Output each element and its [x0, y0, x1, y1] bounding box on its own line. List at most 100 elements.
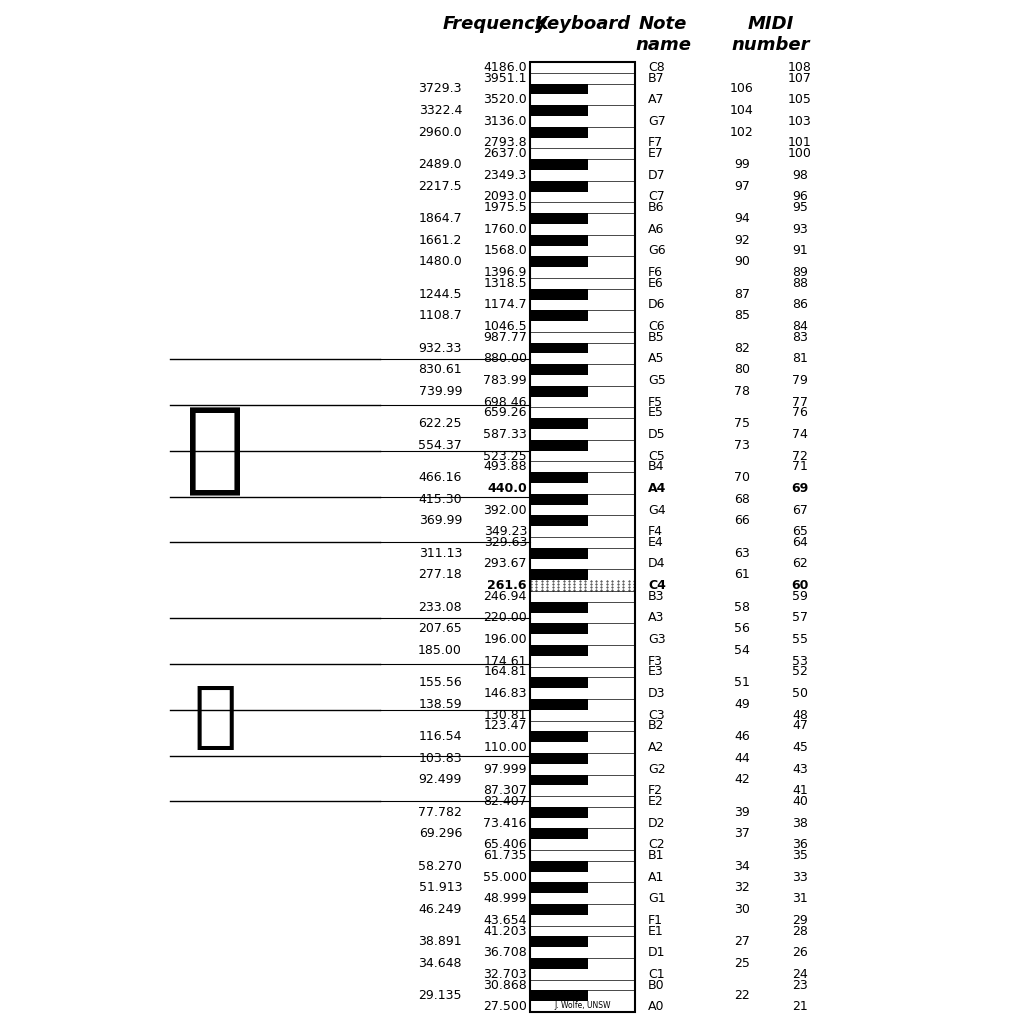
Text: B1: B1: [648, 849, 665, 862]
Text: 36: 36: [793, 839, 808, 851]
Text: 92: 92: [734, 233, 750, 247]
Text: 130.81: 130.81: [483, 709, 527, 722]
Text: D5: D5: [648, 428, 666, 441]
Text: 1864.7: 1864.7: [419, 212, 462, 225]
Text: 138.59: 138.59: [419, 697, 462, 711]
Bar: [530, 386, 588, 396]
Bar: [530, 774, 588, 785]
Text: 87: 87: [734, 288, 750, 301]
Text: 44: 44: [734, 752, 750, 765]
Text: 739.99: 739.99: [419, 385, 462, 397]
Text: 1318.5: 1318.5: [483, 276, 527, 290]
Text: 43.654: 43.654: [483, 913, 527, 927]
Bar: [530, 569, 588, 581]
Text: 70: 70: [734, 471, 750, 484]
Text: 69.296: 69.296: [419, 827, 462, 841]
Text: 97: 97: [734, 179, 750, 193]
Text: 155.56: 155.56: [418, 676, 462, 689]
Text: 1108.7: 1108.7: [418, 309, 462, 323]
Text: 466.16: 466.16: [419, 471, 462, 484]
Text: C1: C1: [648, 968, 665, 981]
Text: C2: C2: [648, 839, 665, 851]
Text: 56: 56: [734, 623, 750, 635]
Text: 89: 89: [792, 266, 808, 279]
Text: 108: 108: [788, 60, 812, 74]
Text: B0: B0: [648, 979, 665, 991]
Text: 329.63: 329.63: [483, 536, 527, 549]
Bar: [530, 181, 588, 191]
Text: B5: B5: [648, 331, 665, 344]
Text: 1975.5: 1975.5: [483, 202, 527, 214]
Text: 93: 93: [793, 223, 808, 236]
Text: 51.913: 51.913: [419, 882, 462, 894]
Bar: [530, 807, 588, 818]
Text: 75: 75: [734, 417, 750, 430]
Text: 311.13: 311.13: [419, 547, 462, 560]
Text: 233.08: 233.08: [419, 601, 462, 613]
Text: 95: 95: [792, 202, 808, 214]
Text: A2: A2: [648, 741, 665, 754]
Text: 523.25: 523.25: [483, 450, 527, 463]
Text: G4: G4: [648, 504, 666, 516]
Text: 85: 85: [734, 309, 750, 323]
Bar: [530, 677, 588, 688]
Text: 72: 72: [792, 450, 808, 463]
Text: 2960.0: 2960.0: [419, 126, 462, 138]
Text: 41: 41: [793, 784, 808, 798]
Text: D6: D6: [648, 298, 666, 311]
Text: 52: 52: [792, 666, 808, 679]
Bar: [530, 548, 588, 558]
Bar: [530, 624, 588, 634]
Text: 105: 105: [788, 93, 812, 106]
Bar: [530, 861, 588, 871]
Text: 783.99: 783.99: [483, 374, 527, 387]
Text: 40: 40: [792, 795, 808, 808]
Text: 196.00: 196.00: [483, 633, 527, 646]
Text: 34.648: 34.648: [419, 956, 462, 970]
Bar: [530, 62, 635, 1012]
Text: A4: A4: [648, 482, 667, 495]
Text: 97.999: 97.999: [483, 763, 527, 775]
Text: 66: 66: [734, 514, 750, 527]
Text: D2: D2: [648, 816, 666, 829]
Text: 34: 34: [734, 860, 750, 872]
Text: A5: A5: [648, 352, 665, 366]
Text: 110.00: 110.00: [483, 741, 527, 754]
Text: 21: 21: [793, 1000, 808, 1013]
Text: C6: C6: [648, 319, 665, 333]
Text: 622.25: 622.25: [419, 417, 462, 430]
Text: 415.30: 415.30: [419, 493, 462, 506]
Text: 42: 42: [734, 773, 750, 786]
Text: 41.203: 41.203: [483, 925, 527, 938]
Text: 987.77: 987.77: [483, 331, 527, 344]
Text: MIDI
number: MIDI number: [732, 15, 810, 54]
Bar: [530, 699, 588, 710]
Text: 3136.0: 3136.0: [483, 115, 527, 128]
Text: 174.61: 174.61: [483, 654, 527, 668]
Text: 2217.5: 2217.5: [419, 179, 462, 193]
Text: 100: 100: [788, 147, 812, 161]
Text: 59: 59: [792, 590, 808, 603]
Text: C8: C8: [648, 60, 665, 74]
Text: 51: 51: [734, 676, 750, 689]
Text: F7: F7: [648, 136, 664, 150]
Text: Keyboard: Keyboard: [535, 15, 631, 33]
Bar: [530, 494, 588, 505]
Text: 369.99: 369.99: [419, 514, 462, 527]
Text: 94: 94: [734, 212, 750, 225]
Text: 63: 63: [734, 547, 750, 560]
Text: 53: 53: [792, 654, 808, 668]
Text: 146.83: 146.83: [483, 687, 527, 700]
Text: 1568.0: 1568.0: [483, 245, 527, 257]
Text: 23: 23: [793, 979, 808, 991]
Text: 29.135: 29.135: [419, 989, 462, 1002]
Text: 37: 37: [734, 827, 750, 841]
Text: 106: 106: [730, 83, 754, 95]
Text: 73: 73: [734, 438, 750, 452]
Text: 30: 30: [734, 903, 750, 915]
Text: 2489.0: 2489.0: [419, 158, 462, 171]
Text: 46.249: 46.249: [419, 903, 462, 915]
Text: 76: 76: [792, 407, 808, 420]
Text: G2: G2: [648, 763, 666, 775]
Text: 61.735: 61.735: [483, 849, 527, 862]
